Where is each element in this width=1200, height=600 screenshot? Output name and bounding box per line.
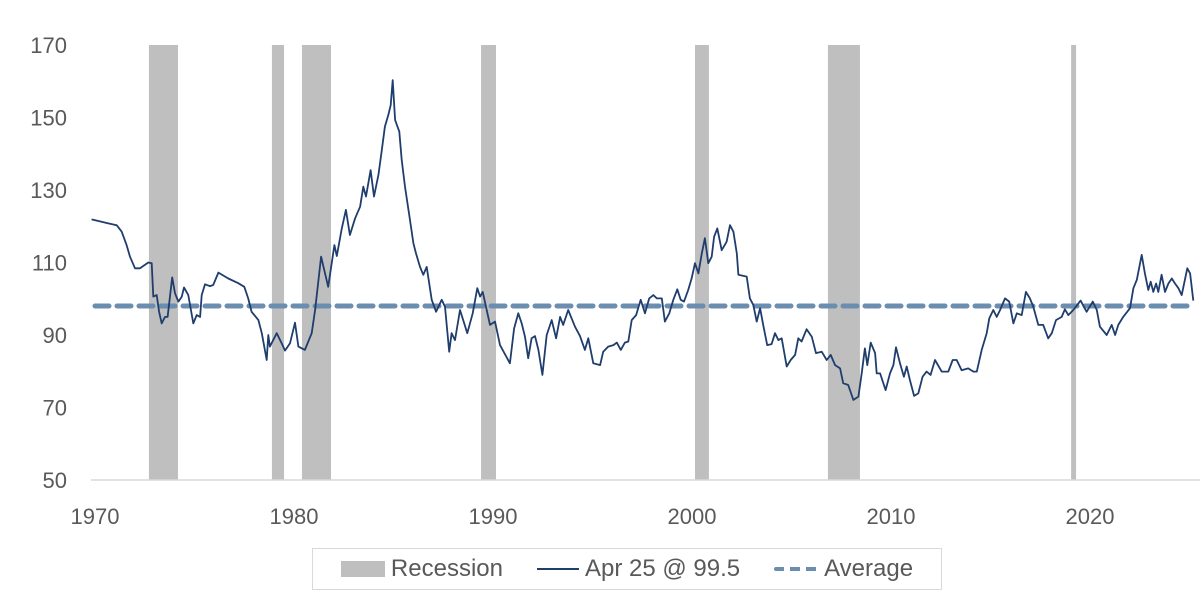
recession-bar (827, 45, 860, 480)
x-tick-label: 1980 (270, 504, 319, 529)
y-axis-ticks: 50 70 90 110 130 150 170 (30, 33, 67, 493)
legend-label-series: Apr 25 @ 99.5 (584, 555, 741, 582)
recession-bar (148, 45, 178, 480)
recession-swatch-icon (340, 561, 385, 577)
y-tick-label: 150 (30, 106, 67, 131)
dashed-line-swatch-icon (774, 567, 819, 571)
y-tick-label: 70 (43, 396, 67, 421)
legend-label-recession: Recession (390, 555, 503, 582)
legend: Recession Apr 25 @ 99.5 Average (312, 548, 942, 590)
recession-bars (148, 45, 1077, 480)
y-tick-label: 90 (43, 323, 67, 348)
x-axis-ticks: 1970 1980 1990 2000 2010 2020 (71, 504, 1115, 529)
y-tick-label: 110 (32, 251, 67, 276)
x-tick-label: 2020 (1066, 504, 1115, 529)
x-tick-label: 1990 (469, 504, 518, 529)
x-tick-label: 1970 (71, 504, 120, 529)
legend-item-recession: Recession (340, 555, 503, 583)
recession-bar (481, 45, 496, 480)
series-line (91, 79, 1195, 401)
legend-item-average: Average (774, 555, 913, 583)
y-tick-label: 170 (30, 33, 67, 58)
x-tick-label: 2010 (867, 504, 916, 529)
recession-bar (271, 45, 285, 480)
y-tick-label: 130 (30, 178, 67, 203)
recession-bar (301, 45, 332, 480)
legend-item-series: Apr 25 @ 99.5 (536, 555, 741, 583)
y-tick-label: 50 (43, 468, 67, 493)
x-tick-label: 2000 (668, 504, 717, 529)
recession-bar (1071, 45, 1077, 480)
legend-label-average: Average (824, 555, 914, 582)
line-swatch-icon (536, 568, 579, 570)
recession-bar (694, 45, 709, 480)
